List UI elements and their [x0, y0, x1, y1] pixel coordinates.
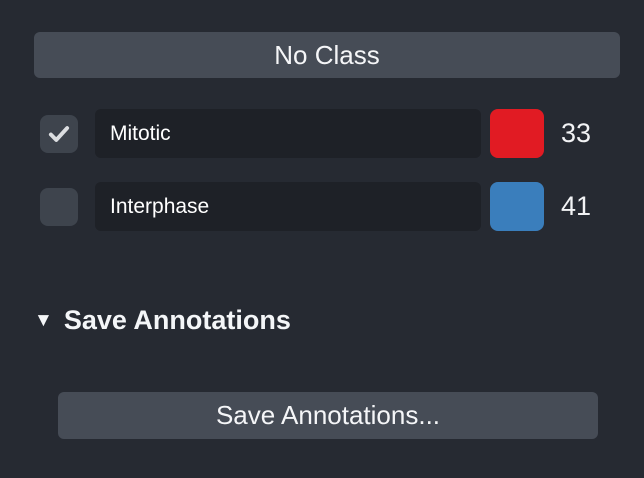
no-class-button[interactable]: No Class: [34, 32, 620, 78]
collapse-triangle-icon: ▼: [34, 309, 53, 331]
class-name-input[interactable]: [95, 182, 481, 231]
class-visibility-checkbox[interactable]: [40, 115, 78, 153]
class-color-swatch[interactable]: [490, 182, 544, 231]
section-title: Save Annotations: [63, 304, 291, 335]
save-annotations-section-toggle[interactable]: ▼ Save Annotations: [34, 303, 291, 337]
checkmark-icon: [48, 126, 70, 142]
class-count: 41: [561, 191, 592, 221]
class-count: 33: [561, 118, 592, 148]
class-row: 41: [0, 182, 644, 231]
save-annotations-button[interactable]: Save Annotations...: [58, 392, 598, 439]
class-color-swatch[interactable]: [490, 109, 544, 158]
class-name-input[interactable]: [95, 109, 481, 158]
class-row: 33: [0, 109, 644, 158]
class-visibility-checkbox[interactable]: [40, 188, 78, 226]
